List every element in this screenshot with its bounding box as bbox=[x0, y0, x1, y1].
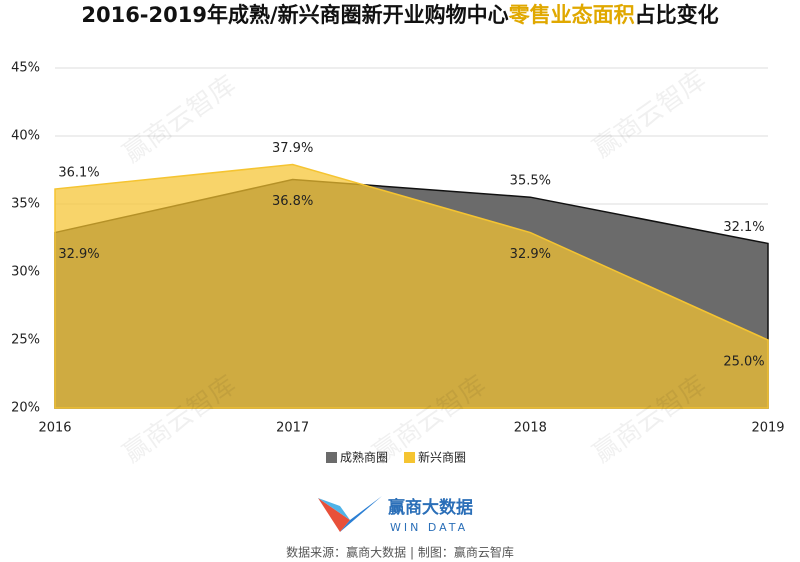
data-label: 32.9% bbox=[58, 247, 99, 262]
x-tick-label: 2017 bbox=[276, 421, 309, 436]
data-label: 37.9% bbox=[272, 141, 313, 156]
legend-label: 成熟商圈 bbox=[340, 450, 388, 465]
title-part: 占比变化 bbox=[635, 3, 719, 27]
x-tick-label: 2018 bbox=[514, 421, 547, 436]
logo-name: 赢商大数据 bbox=[388, 497, 473, 518]
y-tick-label: 40% bbox=[11, 129, 40, 144]
x-tick-label: 2016 bbox=[38, 421, 71, 436]
y-tick-label: 25% bbox=[11, 333, 40, 348]
watermark: 赢商云智库 bbox=[588, 65, 712, 164]
chart-title: 2016-2019年成熟/新兴商圈新开业购物中心零售业态面积占比变化 bbox=[81, 3, 718, 27]
y-tick-label: 30% bbox=[11, 265, 40, 280]
logo-subname: WIN DATA bbox=[390, 521, 468, 534]
area bbox=[54, 163, 769, 409]
watermark: 赢商云智库 bbox=[118, 70, 242, 169]
y-tick-label: 20% bbox=[11, 401, 40, 416]
legend-swatch bbox=[326, 452, 337, 463]
y-tick-label: 45% bbox=[11, 61, 40, 76]
title-part: 2016-2019年成熟/新兴商圈新开业购物中心 bbox=[81, 3, 508, 27]
logo-icon bbox=[318, 496, 382, 532]
source: 数据来源：赢商大数据 | 制图：赢商云智库 bbox=[286, 545, 514, 560]
y-tick-label: 35% bbox=[11, 197, 40, 212]
data-label: 36.8% bbox=[272, 194, 313, 209]
data-label: 25.0% bbox=[723, 355, 764, 370]
data-label: 32.9% bbox=[510, 247, 551, 262]
data-label: 32.1% bbox=[723, 220, 764, 235]
legend-label: 新兴商圈 bbox=[418, 450, 466, 465]
title-part: 零售业态面积 bbox=[508, 3, 635, 27]
x-tick-label: 2019 bbox=[751, 421, 784, 436]
legend-swatch bbox=[404, 452, 416, 463]
data-label: 35.5% bbox=[510, 174, 551, 189]
data-label: 36.1% bbox=[58, 166, 99, 181]
